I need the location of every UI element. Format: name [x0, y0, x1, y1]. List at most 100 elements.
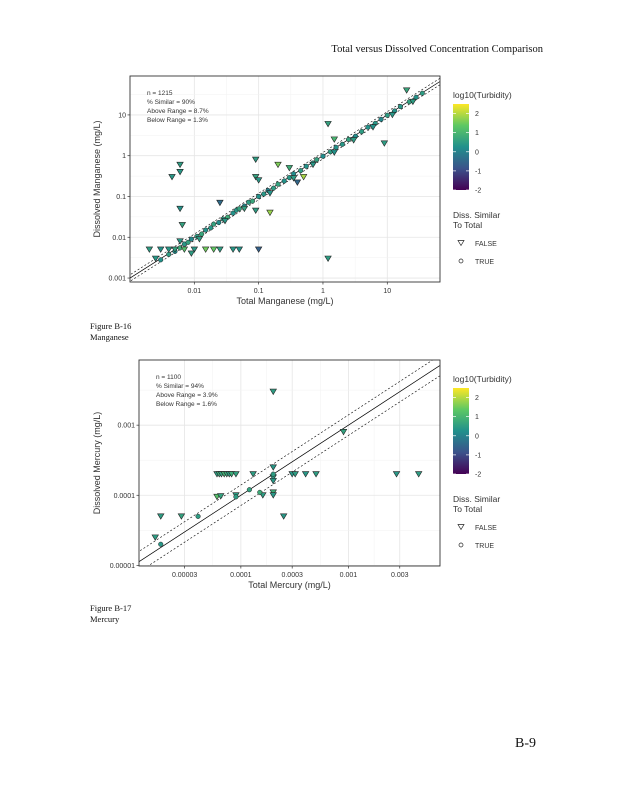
data-point-similar [359, 129, 365, 135]
data-point-not-similar [388, 112, 397, 119]
plot-area [130, 77, 440, 282]
data-point-not-similar [201, 246, 210, 253]
data-point-not-similar [330, 136, 339, 143]
data-point-not-similar [285, 165, 294, 172]
colorbar-tick-label: -2 [475, 472, 481, 479]
stats-annotation: n = 1215 [147, 90, 173, 97]
x-tick-label: 0.001 [340, 572, 358, 579]
data-point-not-similar [217, 493, 225, 500]
data-point-similar [211, 221, 217, 227]
x-axis-title: Total Manganese (mg/L) [236, 296, 333, 306]
data-point-not-similar [299, 174, 308, 181]
data-point-similar [208, 225, 214, 231]
stats-annotation: Below Range = 1.6% [156, 401, 217, 408]
data-point-similar [270, 185, 277, 191]
data-point-similar [314, 157, 320, 163]
chart-2: 0.00003 0.0001 0.0003 0.001 0.003 0.00001 0.00… [92, 359, 512, 590]
colorbar-tick-label: 2 [475, 395, 479, 402]
figure-number: Figure B-17 [90, 603, 132, 613]
data-point-similar [346, 136, 352, 143]
data-point-similar [188, 236, 194, 242]
data-point-not-similar [195, 236, 204, 243]
x-axis-title: Total Mercury (mg/L) [248, 580, 331, 590]
x-tick-label: 1 [321, 288, 325, 295]
y-tick-label: 0.001 [108, 276, 126, 283]
colorbar-tick-label: -1 [475, 452, 481, 459]
data-point-not-similar [414, 471, 423, 478]
data-point-not-similar [227, 471, 236, 478]
data-point-not-similar [266, 209, 274, 217]
data-point-not-similar [168, 174, 176, 181]
data-point-similar [270, 471, 276, 477]
shape-legend-title: To Total [453, 220, 482, 230]
data-point-not-similar [249, 471, 257, 478]
data-point-not-similar [164, 246, 173, 253]
data-point-similar [203, 227, 209, 233]
figure-number: Figure B-16 [90, 321, 132, 331]
x-tick-label: 10 [383, 288, 391, 295]
data-point-similar [281, 178, 287, 184]
data-point-not-similar [190, 246, 199, 253]
data-point-not-similar [251, 207, 260, 215]
plot-panel [139, 360, 440, 566]
stats-annotation: Above Range = 3.9% [156, 392, 218, 399]
data-point-similar [320, 153, 326, 159]
colorbar-tick-label: -2 [475, 188, 481, 195]
stats-annotation: % Similar = 94% [156, 383, 204, 390]
x-tick-label: 0.00003 [172, 572, 197, 579]
upper-band-line [139, 360, 434, 552]
y-tick-label: 0.001 [117, 423, 135, 430]
data-point-not-similar [402, 87, 411, 94]
data-point-not-similar [266, 190, 274, 197]
color-legend-title: log10(Turbidity) [453, 374, 512, 384]
data-point-similar [256, 193, 262, 200]
colorbar [453, 388, 469, 474]
triangle-icon [457, 524, 465, 531]
data-point-similar [236, 206, 242, 212]
data-point-similar [298, 168, 304, 174]
data-point-not-similar [229, 246, 237, 253]
data-point-similar [230, 210, 236, 216]
data-point-similar [257, 489, 263, 495]
data-point-not-similar [301, 471, 310, 478]
shape-legend-title: Diss. Similar [453, 494, 500, 504]
data-point-not-similar [176, 169, 184, 176]
lower-band-line [147, 375, 440, 566]
shape-legend-true: TRUE [475, 543, 494, 550]
data-point-similar [158, 541, 164, 547]
data-point-not-similar [309, 161, 317, 169]
color-legend-title: log10(Turbidity) [453, 90, 512, 100]
page-header: Total versus Dissolved Concentration Com… [331, 44, 543, 55]
data-point-not-similar [151, 255, 160, 262]
data-point-similar [333, 144, 339, 150]
panel-border [138, 359, 441, 567]
data-point-similar [419, 90, 425, 96]
data-point-similar [195, 513, 201, 519]
data-point-not-similar [157, 513, 165, 520]
page-number: B-9 [515, 736, 536, 751]
y-tick-label: 0.01 [112, 235, 126, 242]
data-point-not-similar [293, 179, 302, 186]
data-point-similar [233, 494, 239, 500]
data-point-not-similar [254, 246, 263, 253]
data-point-similar [397, 104, 403, 110]
data-point-not-similar [269, 478, 277, 485]
data-point-not-similar [291, 471, 299, 478]
data-point-not-similar [409, 98, 417, 106]
y-tick-label: 0.1 [116, 194, 126, 201]
colorbar-tick-label: 1 [475, 414, 479, 421]
data-point-not-similar [177, 513, 186, 520]
shape-legend-false: FALSE [475, 241, 497, 248]
figure-caption-b17: Figure B-17 Mercury [90, 603, 131, 625]
shape-legend-true: TRUE [475, 259, 494, 266]
data-point-not-similar [180, 246, 189, 253]
shape-legend-false: FALSE [475, 525, 497, 532]
stats-annotation: Below Range = 1.3% [147, 117, 208, 124]
y-tick-label: 1 [122, 153, 126, 160]
data-point-not-similar [216, 199, 224, 207]
data-point-not-similar [274, 161, 282, 169]
data-point-similar [199, 231, 205, 237]
